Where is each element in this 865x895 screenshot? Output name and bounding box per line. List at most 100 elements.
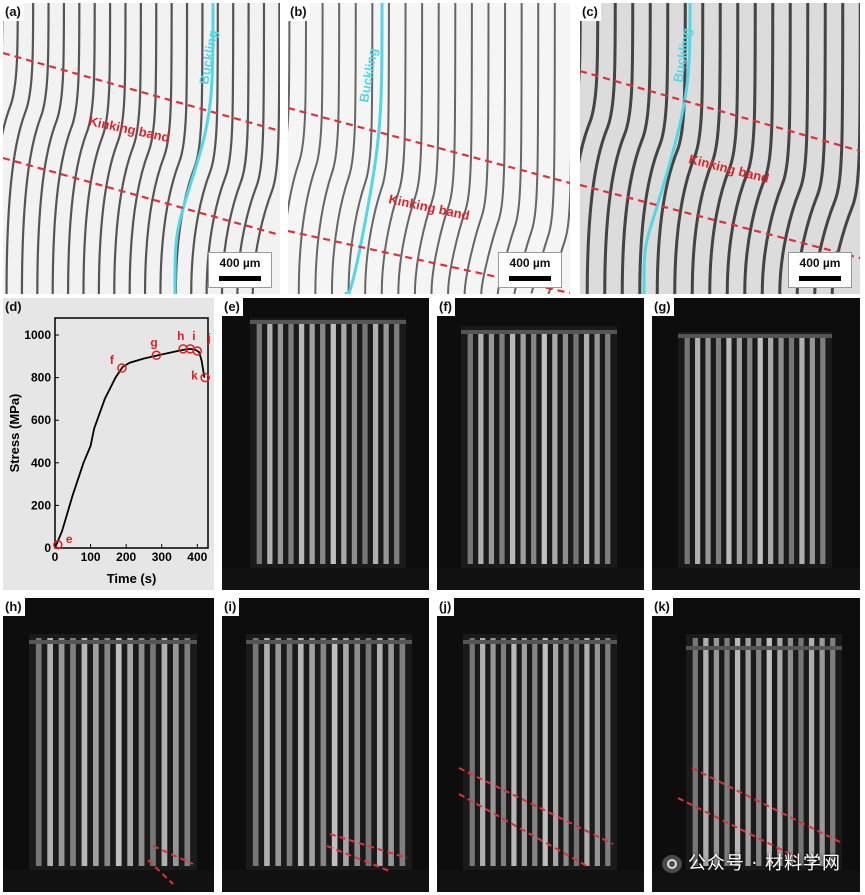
fiber-strip <box>768 336 774 564</box>
fiber-line <box>725 3 757 294</box>
fiber-strip <box>351 322 358 564</box>
fiber-line <box>655 3 687 294</box>
panel-g-strips <box>652 332 860 590</box>
fiber-strip <box>309 638 315 866</box>
fiber-strip <box>541 330 547 564</box>
fiber-strip <box>277 322 284 564</box>
wechat-icon <box>661 855 682 873</box>
scale-bar-b-text: 400 µm <box>509 256 551 270</box>
x-axis-label: Time (s) <box>107 571 157 586</box>
fiber-strip <box>799 336 805 564</box>
grip-edge <box>29 640 197 644</box>
bottom-grip <box>437 568 644 590</box>
fiber-line <box>236 3 266 294</box>
fiber-strip <box>756 638 762 866</box>
kink-band-line <box>326 845 393 873</box>
fiber-strip <box>808 638 815 866</box>
fiber-strip <box>820 336 826 564</box>
fiber-line <box>82 3 112 294</box>
fiber-strip <box>47 638 53 866</box>
buckling-highlight <box>642 3 692 294</box>
grip-edge <box>678 334 832 338</box>
fiber-strip <box>594 638 600 866</box>
fiber-strip <box>127 638 133 866</box>
bottom-grip <box>652 568 860 590</box>
fiber-strip <box>736 336 742 564</box>
y-tick-label: 200 <box>31 498 51 512</box>
buckling-annotation: Buckling <box>356 47 380 104</box>
fiber-strip <box>705 336 711 564</box>
marker-g <box>151 350 162 361</box>
fiber-line <box>159 3 189 294</box>
fiber-strip <box>766 638 772 866</box>
scale-bar-c-bar <box>799 276 841 281</box>
fiber-strip <box>93 638 99 866</box>
x-tick-label: 400 <box>187 550 207 564</box>
marker-e <box>53 540 63 550</box>
panel-h-image: (h) <box>3 598 214 892</box>
fiber-strip <box>256 322 262 564</box>
scale-bar-c: 400 µm <box>788 252 852 288</box>
fiber-strip <box>509 330 516 564</box>
fiber-strip <box>297 638 304 866</box>
marker-label-i: i <box>192 329 195 343</box>
marker-label-g: g <box>150 335 157 349</box>
fiber-line <box>143 3 173 294</box>
panel-k-image: (k) <box>652 598 860 892</box>
fiber-line <box>530 3 556 294</box>
fiber-line <box>708 3 740 294</box>
fiber-line <box>830 3 860 294</box>
fiber-strip <box>787 638 794 866</box>
fiber-strip <box>573 638 580 866</box>
fiber-strip <box>531 330 537 564</box>
panel-f-strips <box>437 326 644 590</box>
panel-f-label: (f) <box>437 298 455 316</box>
y-tick-label: 400 <box>31 456 51 470</box>
fiber-line <box>297 3 324 294</box>
fiber-strip <box>372 322 379 564</box>
specimen-body <box>246 634 412 870</box>
kink-band-line <box>691 767 841 843</box>
fiber-line <box>620 3 652 294</box>
fiber-strip <box>583 330 590 564</box>
marker-j <box>192 346 203 356</box>
x-tick-label: 300 <box>152 550 172 564</box>
fiber-line <box>447 3 473 294</box>
fiber-strip <box>467 330 473 564</box>
fiber-strip <box>331 638 338 866</box>
fiber-strip <box>365 638 372 866</box>
watermark: 公众号 · 材料学网 <box>661 849 841 875</box>
fiber-strip <box>553 638 559 866</box>
grip-edge <box>250 320 406 324</box>
fiber-strip <box>757 336 763 564</box>
fiber-strip <box>320 322 326 564</box>
fiber-strip <box>81 638 88 866</box>
marker-label-h: h <box>177 329 184 343</box>
fiber-strip <box>573 330 579 564</box>
scale-bar-a-text: 400 µm <box>219 256 261 270</box>
fiber-line <box>364 3 390 294</box>
fiber-strip <box>343 638 349 866</box>
fiber-line <box>603 3 635 294</box>
fiber-line <box>251 3 280 294</box>
panel-b-label: (b) <box>288 3 310 21</box>
kink-band-line <box>458 793 588 867</box>
fiber-strip <box>173 638 179 866</box>
fiber-strip <box>309 322 315 564</box>
kink-band-line <box>147 859 174 885</box>
fiber-line <box>97 3 127 294</box>
x-tick-label: 200 <box>116 550 136 564</box>
marker-label-j: j <box>206 331 210 345</box>
fiber-line <box>547 155 570 294</box>
grip-edge <box>461 330 617 334</box>
fiber-strip <box>320 638 327 866</box>
specimen-body <box>463 634 617 870</box>
fiber-line <box>397 3 424 294</box>
fiber-strip <box>138 638 145 866</box>
fiber-strip <box>354 638 361 866</box>
fiber-line <box>743 3 775 294</box>
panel-g-label: (g) <box>652 298 674 316</box>
fiber-strip <box>469 638 475 866</box>
fiber-strip <box>713 638 720 866</box>
scale-bar-b-bar <box>509 276 551 281</box>
